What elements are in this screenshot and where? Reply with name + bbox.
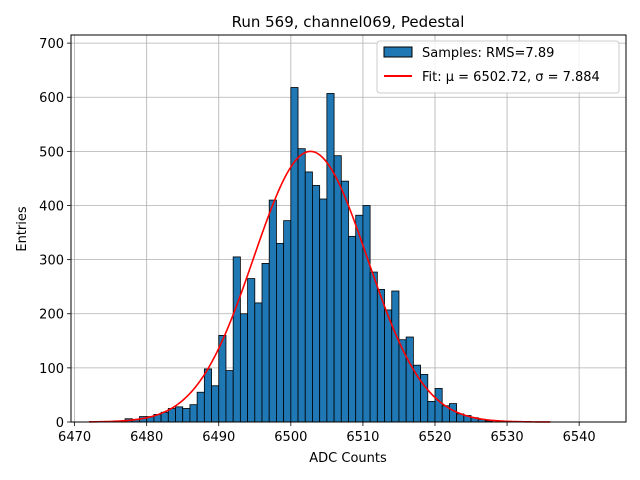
histogram-bar [189, 404, 198, 423]
x-tick-label: 6520 [418, 430, 451, 445]
y-tick-label: 400 [39, 199, 64, 214]
x-tick-label: 6540 [563, 430, 596, 445]
histogram-bar [254, 302, 263, 423]
x-tick-label: 6470 [58, 430, 91, 445]
x-axis-ticks: 6470 6480 6490 6500 6510 6520 6530 6540 [58, 422, 596, 445]
histogram-bar [348, 235, 357, 423]
histogram-bar [167, 408, 176, 423]
histogram-bar [196, 391, 205, 423]
histogram-bar [283, 220, 292, 423]
chart-title: Run 569, channel069, Pedestal [232, 13, 465, 31]
y-tick-label: 0 [56, 416, 64, 431]
legend: Samples: RMS=7.89 Fit: μ = 6502.72, σ = … [376, 40, 620, 94]
histogram-bar [362, 205, 371, 423]
fit-curve-group [89, 150, 551, 423]
y-tick-label: 100 [39, 362, 64, 377]
histogram-bar [297, 148, 306, 423]
fit-curve [89, 150, 551, 423]
y-tick-label: 200 [39, 308, 64, 323]
histogram-bar [376, 288, 385, 423]
legend-swatch-samples [383, 46, 413, 58]
y-tick-label: 300 [39, 254, 64, 269]
histogram-bar [225, 370, 234, 423]
plot-frame [70, 34, 627, 423]
histogram-bar [182, 408, 191, 423]
legend-box [376, 40, 620, 94]
legend-label-samples: Samples: RMS=7.89 [422, 46, 554, 61]
histogram-bar [203, 368, 212, 423]
histogram-bar [340, 180, 349, 423]
y-axis-title: Entries [15, 206, 30, 252]
histogram-bar [427, 401, 436, 423]
histogram-bar [239, 313, 248, 423]
histogram-bar [290, 87, 299, 423]
histogram-bar [175, 406, 184, 423]
histogram-bar [355, 214, 364, 423]
histogram-bar [319, 198, 328, 423]
histogram-bar [247, 278, 256, 423]
x-axis-title: ADC Counts [309, 451, 387, 466]
histogram-bar [326, 93, 335, 423]
histogram-bar [211, 385, 220, 423]
histogram-bar [268, 199, 277, 423]
y-tick-label: 600 [39, 91, 64, 106]
histogram-bar [384, 309, 393, 423]
histogram-bar [312, 185, 321, 423]
histogram-bar [276, 242, 285, 423]
histogram-bars [124, 87, 494, 423]
histogram-bar [333, 155, 342, 423]
y-tick-label: 500 [39, 145, 64, 160]
histogram-bar [391, 290, 400, 423]
histogram-bar [405, 336, 414, 423]
histogram-bar [304, 171, 313, 423]
histogram-bar [449, 403, 458, 423]
y-tick-label: 700 [39, 37, 64, 52]
histogram-bar [434, 388, 443, 423]
x-tick-label: 6480 [130, 430, 163, 445]
x-tick-label: 6510 [346, 430, 379, 445]
histogram-bar [398, 339, 407, 423]
histogram-bar [232, 256, 241, 423]
histogram-bar [412, 364, 421, 423]
histogram-bar [218, 334, 227, 423]
x-tick-label: 6500 [274, 430, 307, 445]
x-tick-label: 6490 [202, 430, 235, 445]
histogram-bar [261, 263, 270, 423]
histogram-bar [369, 271, 378, 423]
y-axis-ticks: 0 100 200 300 400 500 600 700 [39, 37, 71, 431]
legend-label-fit: Fit: μ = 6502.72, σ = 7.884 [422, 70, 600, 85]
x-tick-label: 6530 [491, 430, 524, 445]
